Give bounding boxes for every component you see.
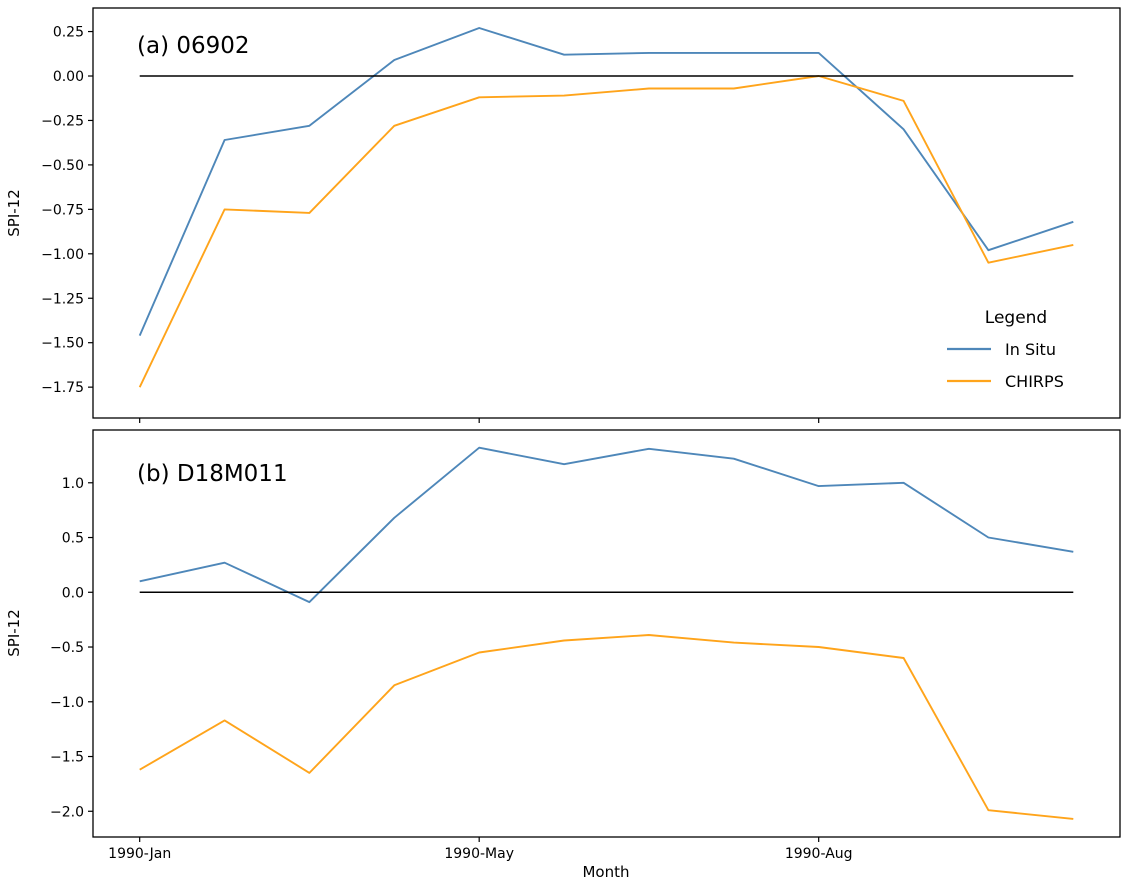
panel-a-title: (a) 06902 [137,33,250,59]
panel-a-y-axis-label: SPI-12 [5,189,23,237]
y-tick-label-a: −1.50 [41,336,84,352]
y-tick-label-b: 1.0 [62,476,84,492]
x-axis-label: Month [582,863,629,881]
panel-a: 0.25 0.00 −0.25 −0.50 −0.75 −1.00 −1.25 −1.50 −1… [5,7,1121,423]
chirps-line-b [139,634,1074,820]
panel-a-plot-area: 0.25 0.00 −0.25 −0.50 −0.75 −1.00 −1.25 −1.50 −1… [41,7,1121,423]
legend-title: Legend [985,308,1047,328]
panel-b-plot-area: 1.0 0.5 0.0 −0.5 −1.0 −1.5 −2.0 1990-Jan 1990-Ma… [50,429,1121,862]
axes-box-b [92,429,1121,838]
in-situ-line-a [138,27,1074,336]
chirps-line-a [138,75,1074,388]
legend-label-chirps: CHIRPS [1005,372,1064,391]
y-tick-label-a: 0.25 [53,25,84,41]
x-tick-label-b: 1990-May [444,846,514,862]
in-situ-line-b [139,446,1074,604]
y-tick-label-a: 0.00 [53,69,84,85]
y-tick-label-a: −1.00 [41,247,84,263]
y-tick-label-b: 0.5 [62,531,84,547]
legend: Legend In Situ CHIRPS [947,308,1064,391]
axes-box-a [92,7,1121,419]
y-tick-label-b: −0.5 [50,640,84,656]
y-tick-label-a: −1.25 [41,291,84,307]
legend-label-in-situ: In Situ [1005,340,1056,359]
y-tick-label-b: 0.0 [62,585,84,601]
panel-b-y-axis-label: SPI-12 [5,609,23,657]
x-tick-label-b: 1990-Jan [108,846,171,862]
panel-b-title: (b) D18M011 [137,461,288,487]
y-tick-label-a: −0.25 [41,113,84,129]
x-tick-label-b: 1990-Aug [785,846,853,862]
y-tick-label-a: −0.50 [41,158,84,174]
y-tick-label-b: −1.5 [50,750,84,766]
panel-b: 1.0 0.5 0.0 −0.5 −1.0 −1.5 −2.0 1990-Jan 1990-Ma… [5,429,1121,862]
y-tick-label-a: −0.75 [41,202,84,218]
y-tick-label-a: −1.75 [41,380,84,396]
y-tick-label-b: −2.0 [50,804,84,820]
y-tick-label-b: −1.0 [50,695,84,711]
